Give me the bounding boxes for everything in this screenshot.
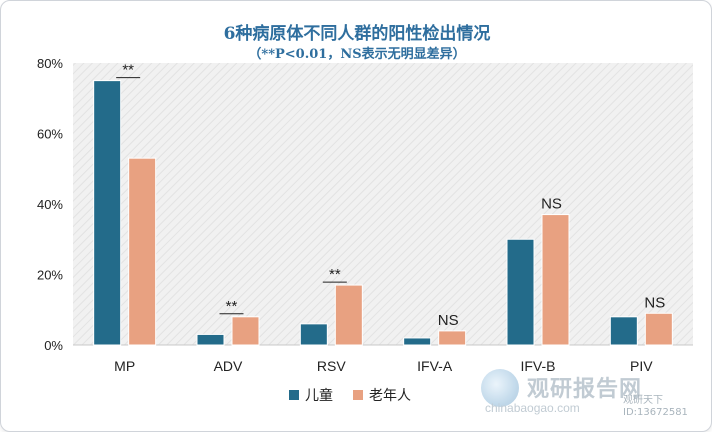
bar-adv-children: [196, 333, 225, 346]
x-category-label: IFV-B: [520, 358, 555, 374]
bar-rsv-children: [299, 323, 328, 346]
significance-label: NS: [644, 294, 665, 311]
chart-subtitle: （**P<0.01，NS表示无明显差异）: [248, 47, 466, 62]
bar-piv-children: [609, 316, 638, 346]
significance-label: NS: [438, 312, 459, 329]
watermark-tag: 观研天下 ID:13672581: [623, 395, 688, 419]
x-category-label: MP: [114, 358, 135, 374]
watermark-logo-icon: [481, 369, 519, 407]
y-tick-label: 60%: [37, 127, 63, 142]
x-category-label: RSV: [317, 358, 346, 374]
y-tick-label: 80%: [37, 56, 63, 71]
significance-label: NS: [541, 196, 562, 213]
chart-title: 6种病原体不同人群的阳性检出情况: [223, 24, 491, 44]
y-tick-label: 40%: [37, 197, 63, 212]
y-tick-label: 0%: [44, 338, 63, 353]
bar-piv-elderly: [644, 312, 673, 346]
watermark-url: chinabaogao.com: [485, 401, 580, 415]
watermark-tag-name: 观研天下: [623, 395, 663, 406]
legend-item-elderly: 老年人: [353, 385, 411, 405]
bar-ifv-a-children: [403, 337, 432, 346]
significance-label: **: [226, 298, 238, 315]
plot-area: [73, 63, 693, 345]
watermark-id: ID:13672581: [623, 407, 688, 418]
bar-ifv-a-elderly: [438, 330, 467, 346]
bar-ifv-b-elderly: [541, 214, 570, 346]
bar-rsv-elderly: [334, 284, 363, 346]
legend-label-children: 儿童: [305, 388, 333, 404]
watermark-name: 观研报告网: [527, 377, 643, 402]
significance-label: **: [329, 266, 341, 283]
bar-adv-elderly: [231, 316, 260, 346]
significance-label: **: [122, 62, 134, 79]
legend-label-elderly: 老年人: [369, 388, 411, 404]
x-category-label: IFV-A: [417, 358, 453, 374]
x-category-label: ADV: [214, 358, 243, 374]
x-category-label: PIV: [630, 358, 653, 374]
bar-mp-elderly: [128, 157, 157, 346]
legend-item-children: 儿童: [289, 385, 333, 405]
watermark: 观研报告网 chinabaogao.com 观研天下 ID:13672581: [481, 365, 711, 425]
legend: 儿童 老年人: [289, 383, 411, 407]
legend-swatch-children: [289, 390, 299, 400]
bar-ifv-b-children: [506, 238, 535, 346]
y-tick-label: 20%: [37, 268, 63, 283]
legend-swatch-elderly: [353, 390, 363, 400]
bar-mp-children: [93, 80, 122, 346]
